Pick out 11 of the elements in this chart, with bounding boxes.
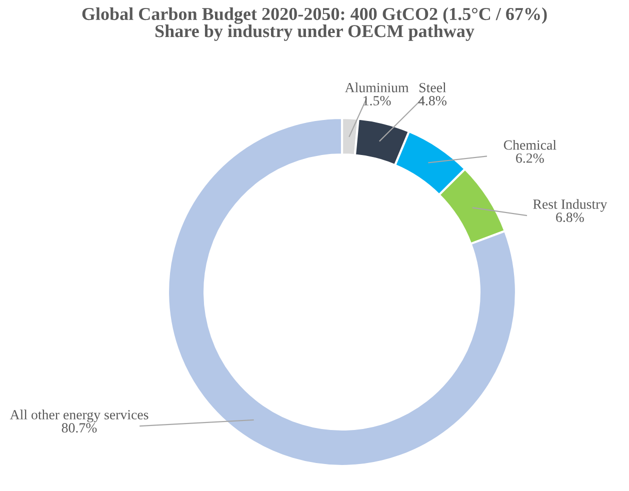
slice-label: Rest Industry: [533, 199, 608, 212]
slice-label: Chemical: [504, 140, 556, 150]
data-label: 80.7%: [62, 423, 97, 433]
chart-title: Global Carbon Budget 2020-2050: 400 GtCO2 (1.5°C / 67%) Share by industry under OECM pathway: [82, 7, 547, 41]
data-label: 4.8%: [418, 96, 446, 106]
data-label: 1.5%: [364, 96, 391, 106]
slice-label: Aluminium: [344, 82, 409, 92]
slice-label: Steel: [420, 82, 446, 92]
data-label: 6.8%: [556, 212, 584, 222]
slice-label: All other energy services: [10, 410, 148, 422]
data-label: 6.2%: [516, 153, 544, 163]
